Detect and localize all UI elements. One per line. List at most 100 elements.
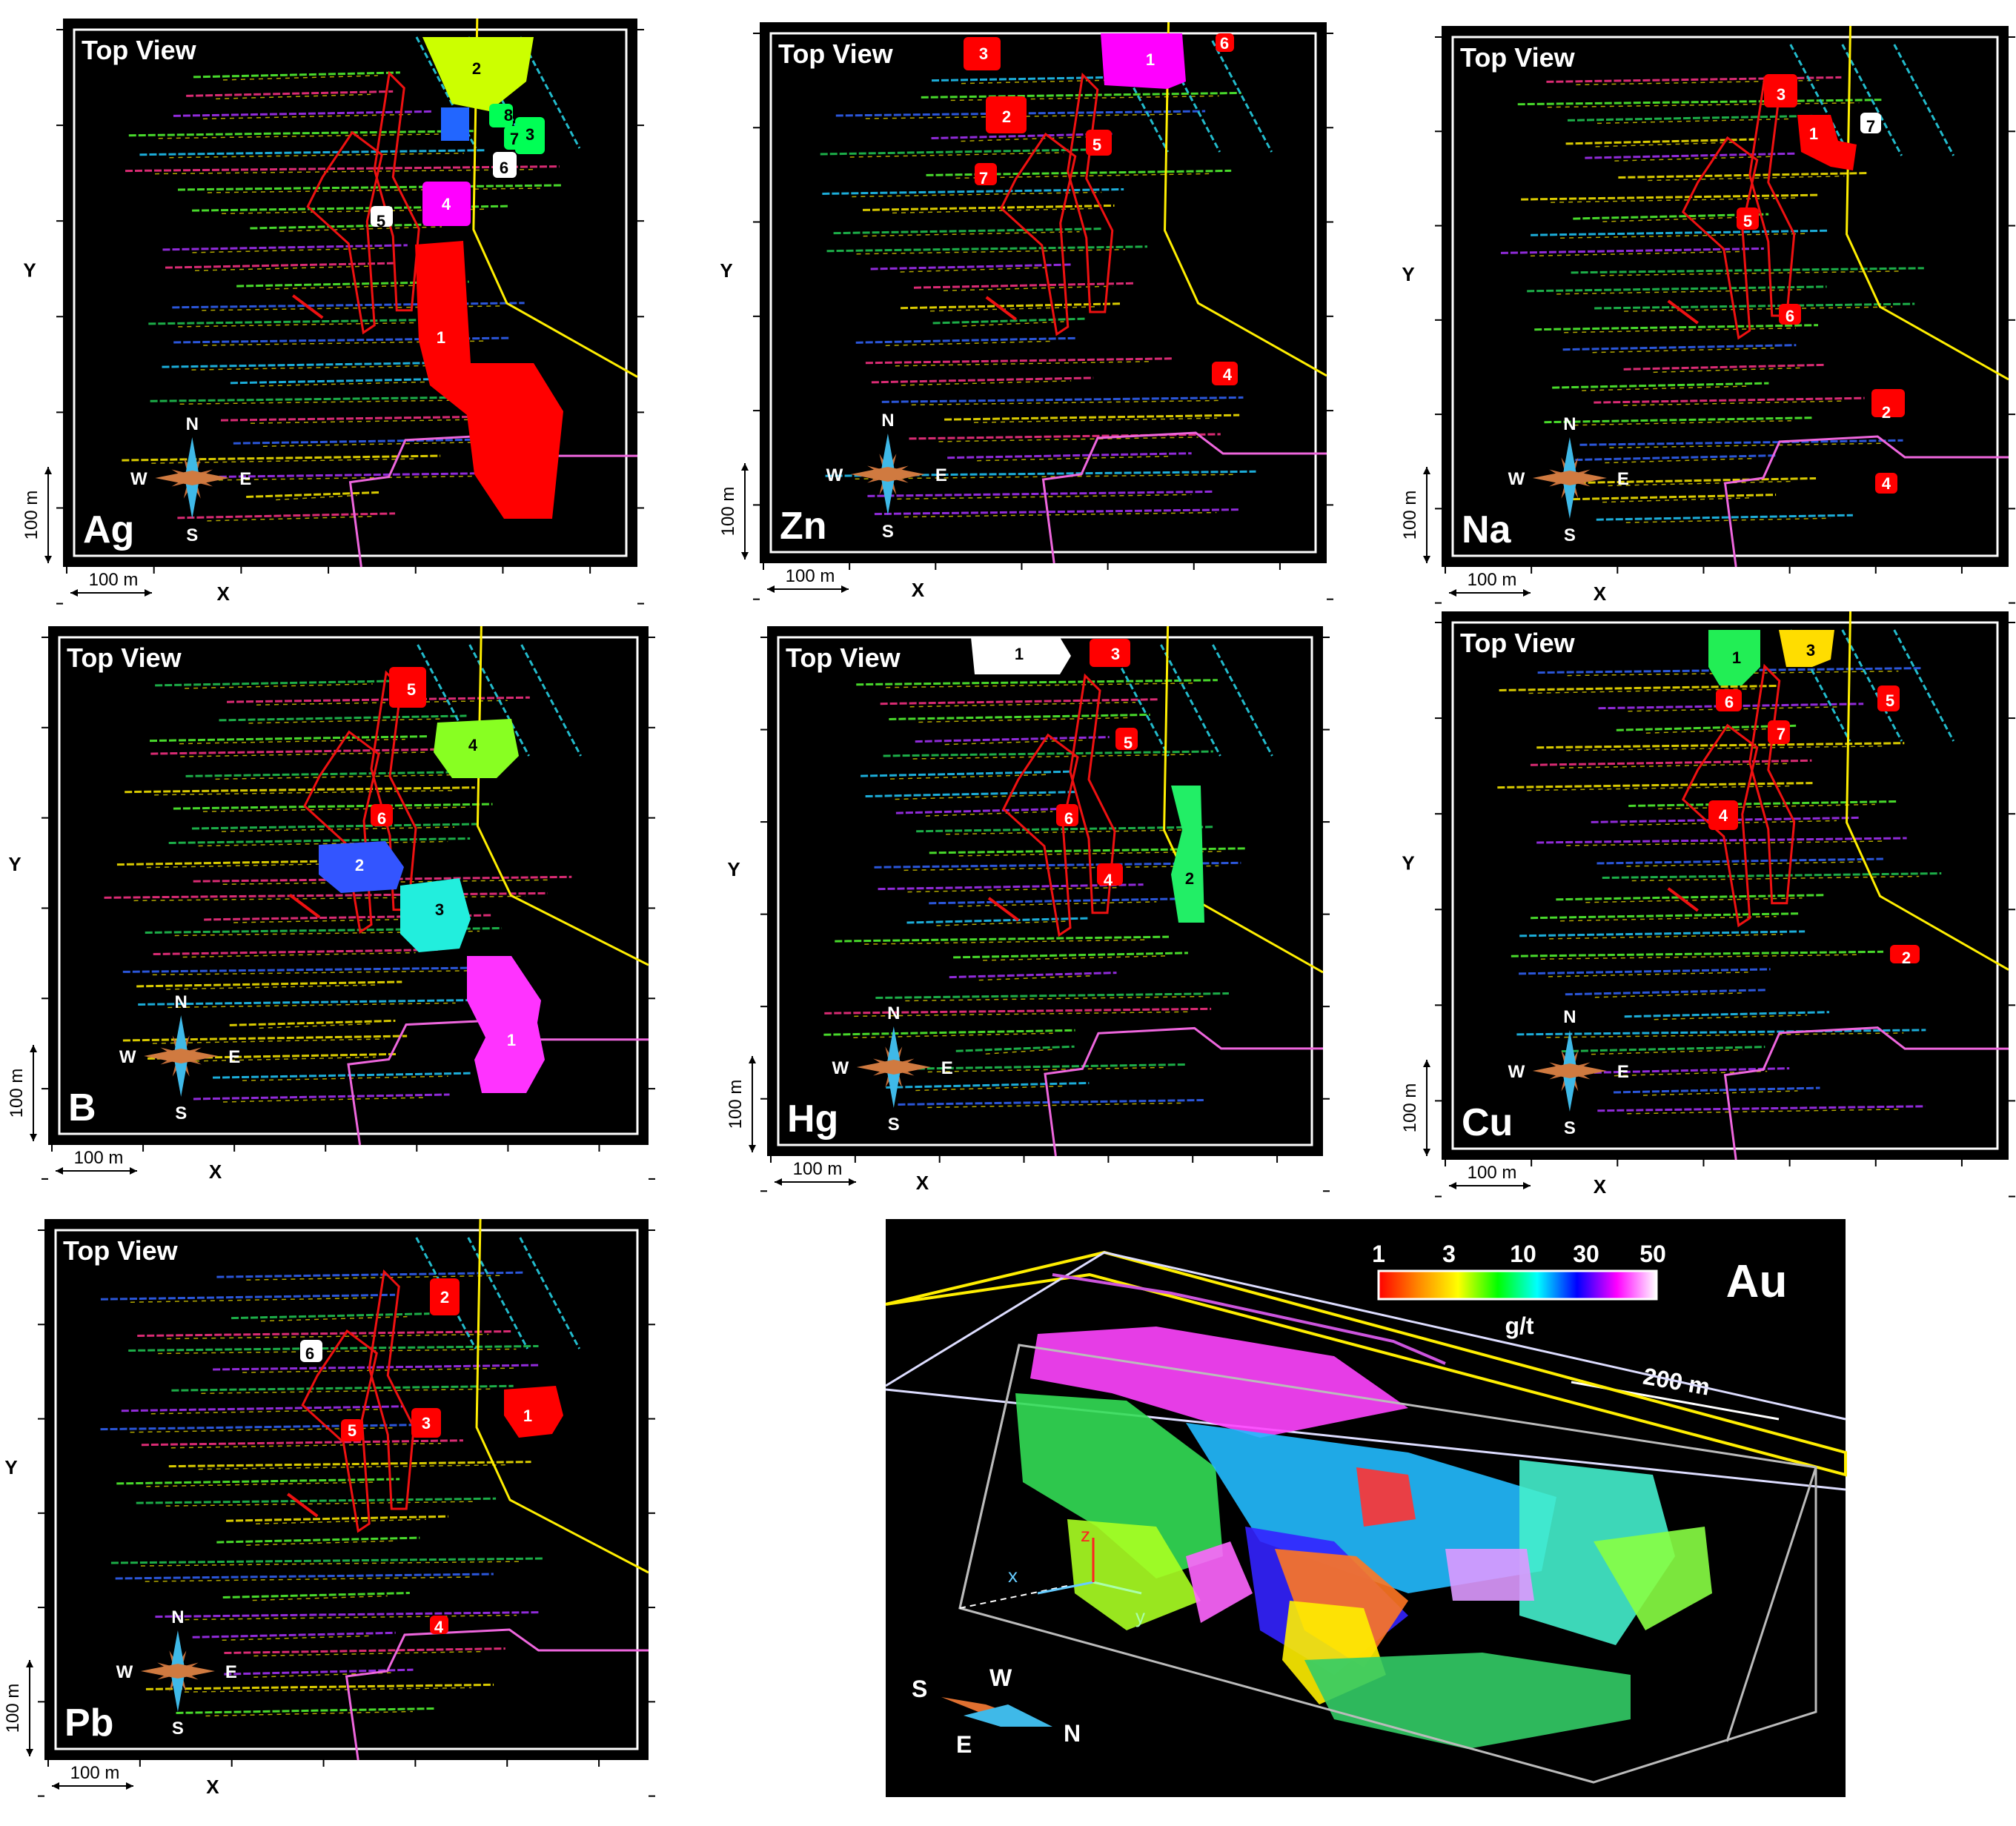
zone-label: 3: [1777, 85, 1785, 104]
drill-trace: [1645, 728, 1774, 734]
anomaly-zone-3: [1779, 630, 1834, 667]
compass-e: E: [239, 469, 251, 489]
drill-trace: [224, 1668, 414, 1676]
drill-trace: [921, 91, 1241, 99]
drill-trace: [820, 148, 1087, 156]
orebody-outline: [1748, 663, 1796, 905]
anomaly-zone-6: [1056, 804, 1078, 826]
drill-trace: [1549, 934, 1783, 940]
drill-trace: [900, 267, 1050, 273]
drill-trace: [1548, 972, 1748, 977]
compass-rose: N S E W: [826, 411, 947, 542]
axis-x-line: [1037, 1581, 1094, 1595]
drill-trace: [191, 365, 441, 371]
fault-line: [475, 1218, 649, 1574]
compass-rose: N S E W: [116, 1607, 237, 1739]
orebody-outline: [1681, 136, 1759, 340]
drill-traces: [823, 644, 1273, 1109]
drill-trace: [1556, 894, 1825, 901]
drill-trace: [907, 886, 1121, 893]
drill-trace: [852, 191, 1102, 198]
orebody-dike: [288, 893, 321, 919]
drill-trace: [246, 1540, 398, 1546]
zone-label: 5: [1886, 691, 1894, 710]
anomaly-zone-6: [300, 1340, 322, 1362]
drill-trace: [823, 1029, 1075, 1036]
compass-w: W: [1508, 1062, 1525, 1082]
drill-trace: [944, 414, 1240, 421]
drill-trace: [855, 474, 1234, 480]
drill-trace: [1658, 803, 1875, 810]
drill-trace: [947, 452, 1192, 459]
drill-trace: [216, 1536, 420, 1544]
drill-trace: [226, 1515, 448, 1522]
drill-trace: [931, 133, 1115, 140]
anomaly-zone-4: [422, 182, 471, 226]
anomaly-zone-7: [1860, 113, 1881, 133]
drill-trace: [878, 883, 1144, 891]
y-scale-label: 100 m: [1400, 491, 1420, 540]
x-scale-arrow: [70, 589, 78, 597]
drill-trace: [177, 184, 563, 191]
drill-trace: [122, 454, 441, 462]
zone-label: 4: [1223, 365, 1233, 384]
orebody-outline: [1069, 673, 1116, 914]
drill-trace: [1578, 477, 1817, 484]
zone-label: 5: [407, 680, 416, 699]
drill-trace: [932, 317, 1087, 325]
compass-n: N: [1563, 414, 1576, 434]
drill-trace: [856, 679, 1218, 686]
anomaly-zone-2: [430, 1278, 460, 1315]
colorbar-tick: 50: [1639, 1241, 1666, 1267]
drill-trace: [1567, 670, 1899, 677]
drill-trace: [886, 1081, 1090, 1089]
drill-trace: [1591, 816, 1860, 823]
zone-label: 4: [1719, 806, 1728, 825]
drill-trace: [1537, 667, 1921, 674]
drill-trace: [927, 1102, 1181, 1109]
anomaly-zone-5: [389, 667, 426, 708]
fault-line: [1164, 21, 1327, 377]
drill-trace: [100, 1293, 396, 1301]
drill-trace: [213, 1364, 540, 1371]
top-view-label: Top View: [786, 643, 901, 673]
drill-trace: [221, 826, 455, 832]
drill-trace: [141, 1439, 463, 1447]
drill-trace: [1594, 396, 1865, 404]
drill-trace: [871, 376, 1094, 384]
drill-trace: [215, 774, 465, 780]
drill-trace: [912, 754, 1191, 760]
drill-trace: [909, 433, 1221, 440]
drill-trace: [898, 1098, 1204, 1106]
panel-hg: 1 2 3 4 5 6 Top View Hg N S E W Y X 100 m 100 m: [726, 625, 1330, 1194]
x-scale-arrow: [1523, 589, 1531, 597]
drill-trace: [222, 1097, 428, 1103]
anomaly-zone-1: [504, 1386, 563, 1438]
drill-trace: [1497, 782, 1813, 789]
drill-trace: [1574, 419, 1791, 426]
boundary-line: [1723, 1026, 2009, 1161]
element-label: Na: [1462, 508, 1512, 551]
panel-frame: [769, 32, 1317, 554]
orebody-outline: [1681, 723, 1759, 928]
drill-trace: [259, 1023, 374, 1029]
colorbar: [1377, 1269, 1658, 1301]
drill-trace: [886, 682, 1196, 688]
drill-trace: [193, 1093, 450, 1100]
anomaly-zone-6: [1216, 33, 1234, 52]
boundary-line: [1041, 431, 1327, 564]
drill-trace: [1567, 114, 1813, 122]
drill-trace: [146, 1481, 378, 1487]
x-scale-label: 100 m: [1468, 1163, 1517, 1183]
drill-trace: [1530, 759, 1812, 766]
diagonal-drill-trace: [1841, 629, 1903, 742]
axis-y-label: y: [1135, 1605, 1145, 1627]
orebody-outline: [999, 132, 1077, 336]
y-scale-label: 100 m: [7, 1069, 27, 1118]
drill-trace: [865, 791, 1078, 798]
drill-trace: [853, 1032, 1053, 1039]
x-axis-label: X: [912, 579, 925, 601]
drill-trace: [1609, 442, 1881, 449]
fault-line: [1846, 25, 2009, 381]
y-axis-label: Y: [1402, 852, 1414, 874]
